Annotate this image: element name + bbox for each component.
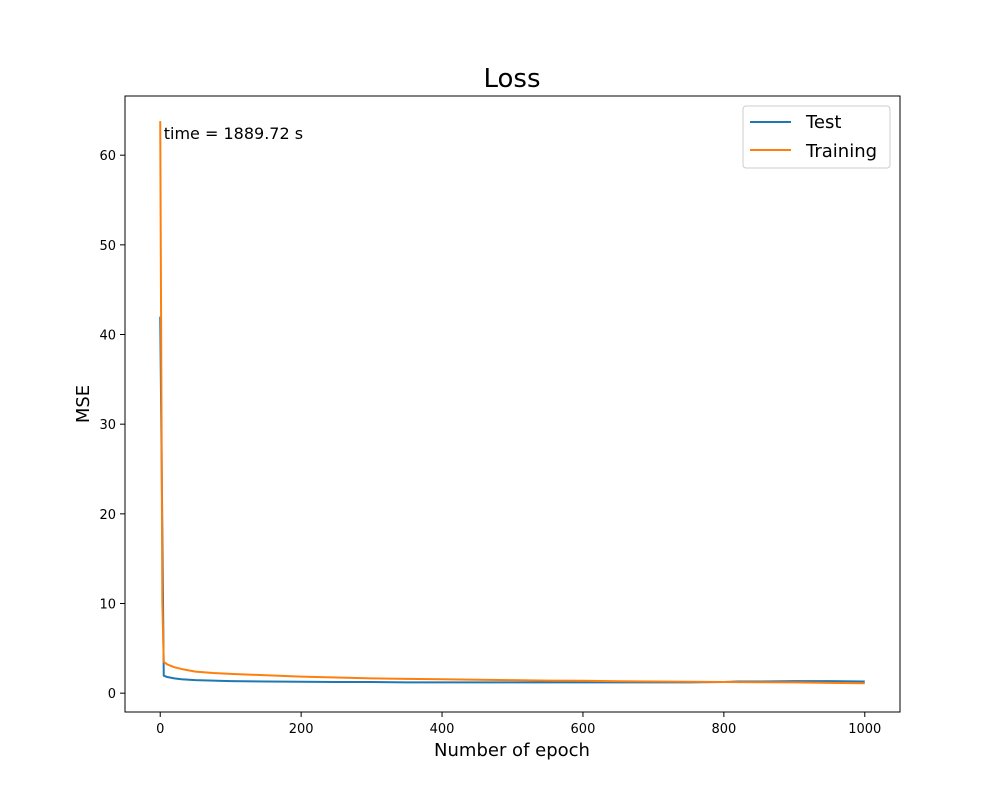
x-tick-label: 1000 (848, 722, 881, 737)
plot-area-frame (124, 95, 901, 713)
y-tick-label: 30 (99, 418, 116, 433)
training-time-annotation: time = 1889.72 s (164, 124, 303, 143)
legend-label-training: Training (805, 141, 877, 162)
series-line-training (159, 121, 865, 685)
x-axis-label: Number of epoch (434, 740, 590, 761)
x-tick-label: 200 (289, 722, 314, 737)
x-tick-label: 600 (571, 722, 596, 737)
y-tick-label: 20 (99, 508, 116, 523)
y-axis-label: MSE (73, 385, 94, 423)
chart-title: Loss (483, 64, 540, 94)
legend-label-test: Test (805, 112, 841, 133)
x-tick-label: 400 (430, 722, 455, 737)
y-tick-label: 0 (108, 687, 116, 702)
y-tick-label: 40 (99, 329, 116, 344)
y-tick-label: 10 (99, 598, 116, 613)
legend: Test Training (742, 105, 891, 169)
x-tick-label: 0 (156, 722, 164, 737)
x-tick-label: 800 (711, 722, 736, 737)
y-tick-label: 60 (99, 149, 116, 164)
x-axis-ticks: 0 200 400 600 800 1000 (156, 712, 881, 737)
series-layer (159, 121, 865, 685)
y-tick-label: 50 (99, 239, 116, 254)
y-axis-ticks: 0 10 20 30 40 50 60 (99, 149, 125, 702)
